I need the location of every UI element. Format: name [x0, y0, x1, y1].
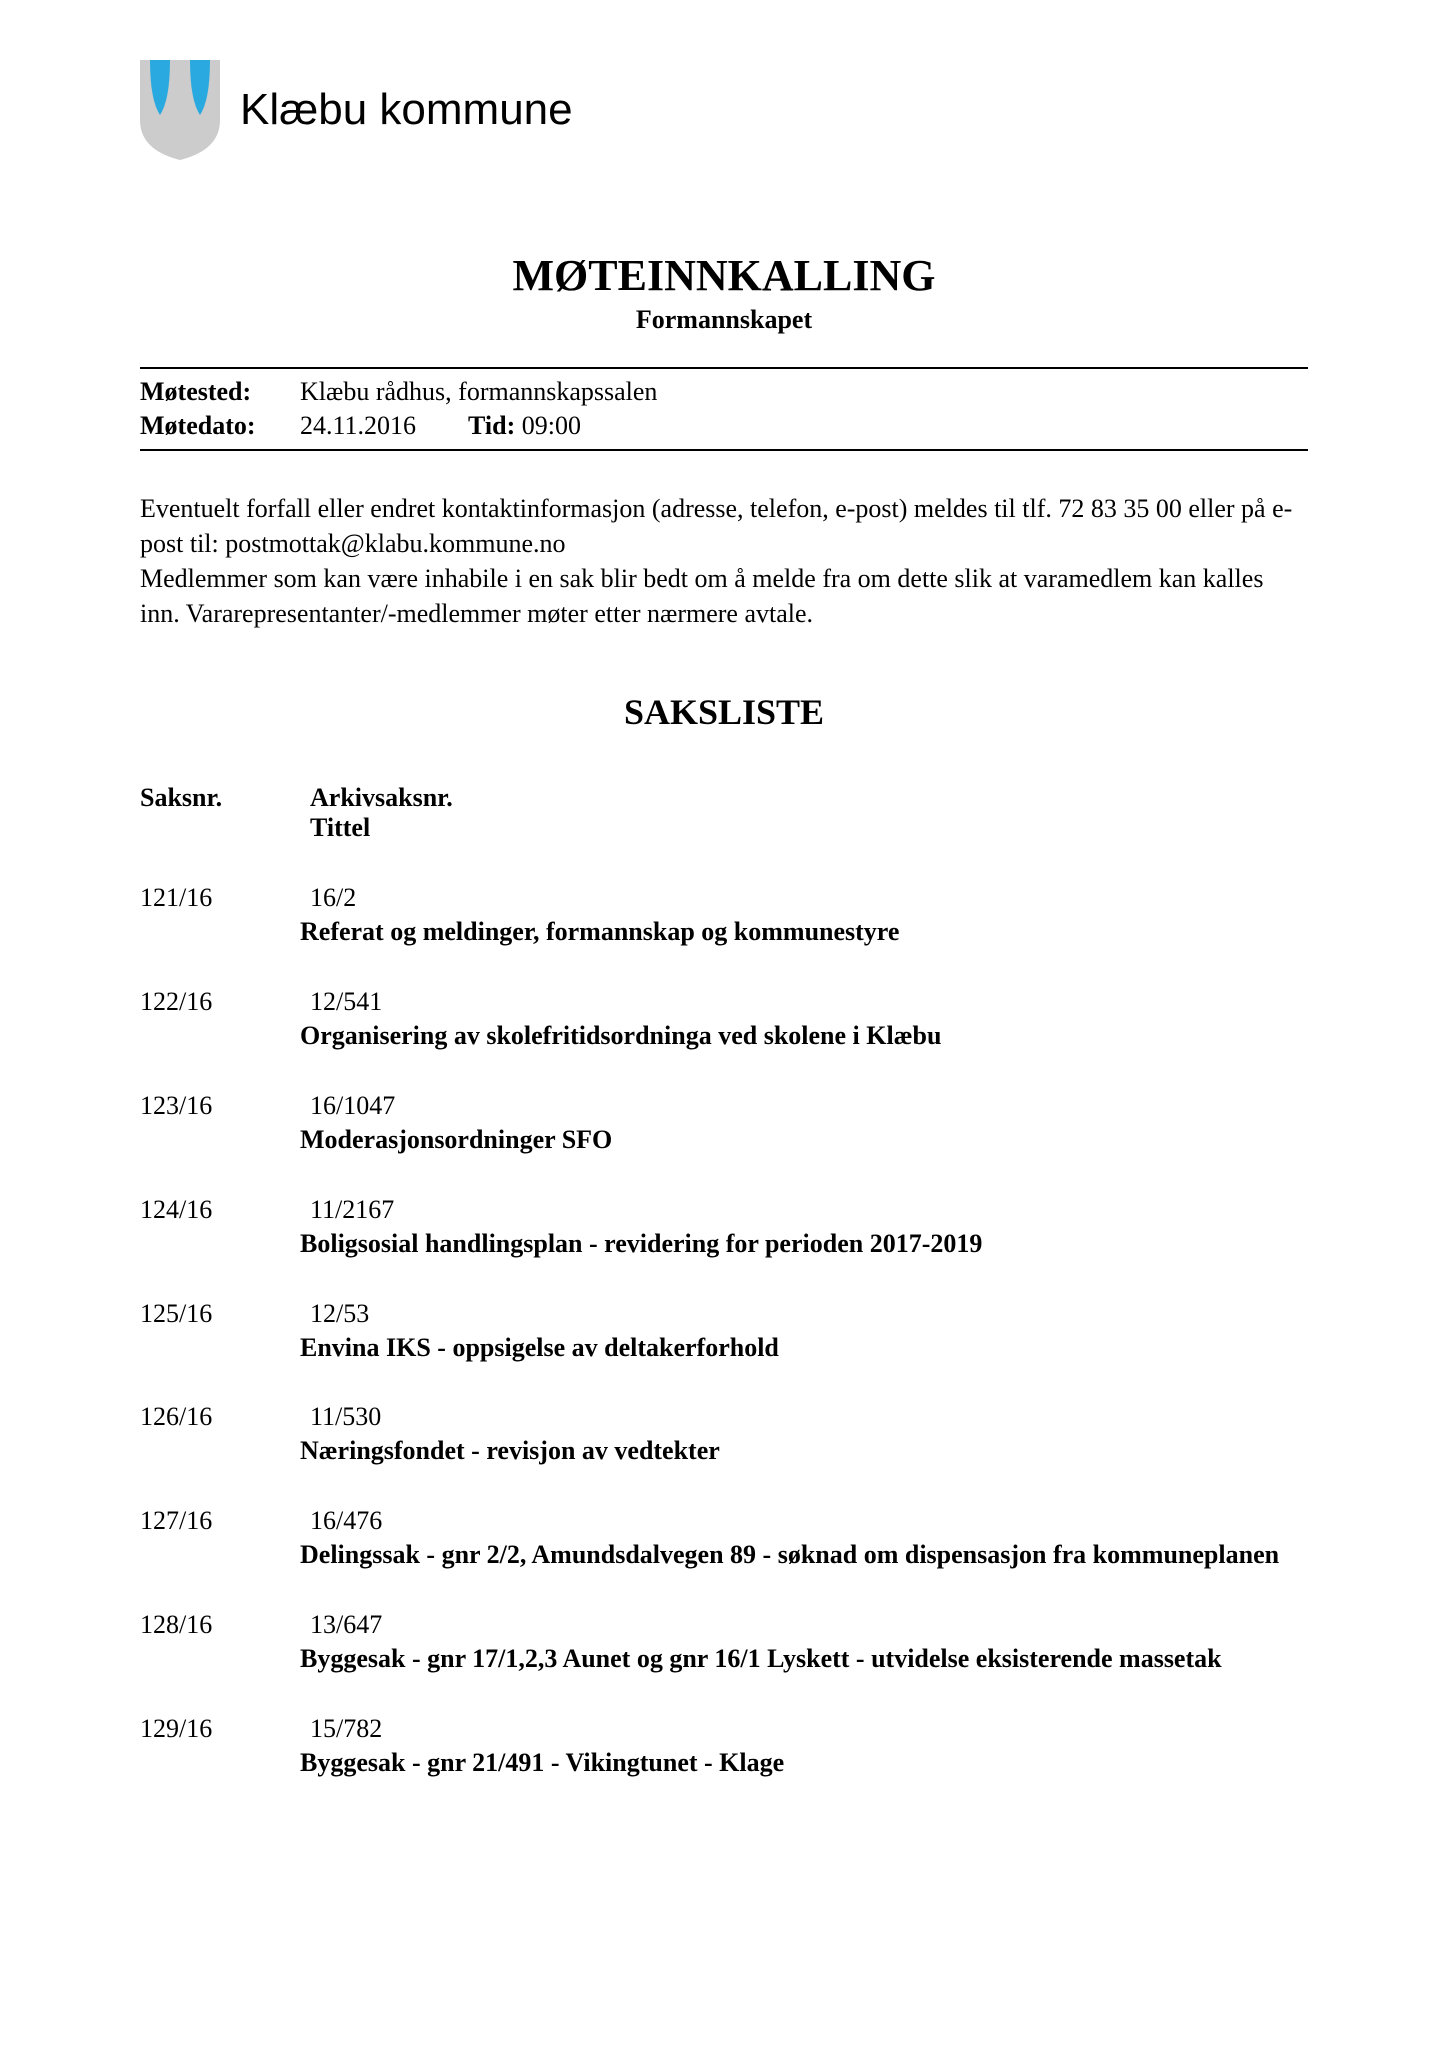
case-body: 12/541Organisering av skolefritidsordnin…: [300, 987, 1308, 1053]
case-item: 121/1616/2Referat og meldinger, formanns…: [140, 883, 1308, 949]
case-arkiv: 11/2167: [300, 1195, 1308, 1225]
case-arkiv: 12/541: [300, 987, 1308, 1017]
meeting-info-box: Møtested: Klæbu rådhus, formannskapssale…: [140, 367, 1308, 451]
case-arkiv: 11/530: [300, 1402, 1308, 1432]
case-item: 122/1612/541Organisering av skolefritids…: [140, 987, 1308, 1053]
case-arkiv: 13/647: [300, 1610, 1308, 1640]
case-saksnr: 129/16: [140, 1714, 300, 1780]
motested-label: Møtested:: [140, 375, 300, 409]
case-title: Referat og meldinger, formannskap og kom…: [300, 915, 1308, 949]
motested-value: Klæbu rådhus, formannskapssalen: [300, 375, 1308, 409]
organization-name: Klæbu kommune: [240, 85, 573, 135]
case-item: 125/1612/53Envina IKS - oppsigelse av de…: [140, 1299, 1308, 1365]
case-body: 12/53Envina IKS - oppsigelse av deltaker…: [300, 1299, 1308, 1365]
case-title: Byggesak - gnr 21/491 - Vikingtunet - Kl…: [300, 1746, 1308, 1780]
case-title: Næringsfondet - revisjon av vedtekter: [300, 1434, 1308, 1468]
case-item: 128/1613/647Byggesak - gnr 17/1,2,3 Aune…: [140, 1610, 1308, 1676]
section-title: SAKSLISTE: [140, 691, 1308, 733]
case-saksnr: 128/16: [140, 1610, 300, 1676]
case-list: 121/1616/2Referat og meldinger, formanns…: [140, 883, 1308, 1779]
case-saksnr: 125/16: [140, 1299, 300, 1365]
case-saksnr: 126/16: [140, 1402, 300, 1468]
case-body: 11/530Næringsfondet - revisjon av vedtek…: [300, 1402, 1308, 1468]
header-tittel: Tittel: [300, 813, 1308, 843]
case-saksnr: 124/16: [140, 1195, 300, 1261]
case-arkiv: 16/1047: [300, 1091, 1308, 1121]
case-title: Byggesak - gnr 17/1,2,3 Aunet og gnr 16/…: [300, 1642, 1308, 1676]
case-saksnr: 122/16: [140, 987, 300, 1053]
motedato-label: Møtedato:: [140, 409, 300, 443]
case-title: Organisering av skolefritidsordninga ved…: [300, 1019, 1308, 1053]
case-arkiv: 15/782: [300, 1714, 1308, 1744]
case-body: 11/2167Boligsosial handlingsplan - revid…: [300, 1195, 1308, 1261]
case-item: 129/1615/782Byggesak - gnr 21/491 - Viki…: [140, 1714, 1308, 1780]
case-body: 13/647Byggesak - gnr 17/1,2,3 Aunet og g…: [300, 1610, 1308, 1676]
header-saksnr: Saksnr.: [140, 783, 300, 843]
case-title: Delingssak - gnr 2/2, Amundsdalvegen 89 …: [300, 1538, 1308, 1572]
case-body: 16/2Referat og meldinger, formannskap og…: [300, 883, 1308, 949]
case-arkiv: 16/476: [300, 1506, 1308, 1536]
header-logo: Klæbu kommune: [140, 60, 1308, 160]
body-text: Eventuelt forfall eller endret kontaktin…: [140, 491, 1308, 631]
case-arkiv: 16/2: [300, 883, 1308, 913]
case-title: Moderasjonsordninger SFO: [300, 1123, 1308, 1157]
main-title: MØTEINNKALLING: [140, 250, 1308, 301]
case-item: 124/1611/2167Boligsosial handlingsplan -…: [140, 1195, 1308, 1261]
case-body: 16/1047Moderasjonsordninger SFO: [300, 1091, 1308, 1157]
header-arkiv: Arkivsaksnr.: [300, 783, 1308, 813]
case-body: 15/782Byggesak - gnr 21/491 - Vikingtune…: [300, 1714, 1308, 1780]
case-item: 123/1616/1047Moderasjonsordninger SFO: [140, 1091, 1308, 1157]
tid-value: 09:00: [522, 411, 581, 440]
motedato-date: 24.11.2016: [300, 411, 416, 440]
case-item: 126/1611/530Næringsfondet - revisjon av …: [140, 1402, 1308, 1468]
tid-label: Tid:: [468, 411, 515, 440]
municipal-shield-icon: [140, 60, 220, 160]
case-item: 127/1616/476Delingssak - gnr 2/2, Amunds…: [140, 1506, 1308, 1572]
case-title: Envina IKS - oppsigelse av deltakerforho…: [300, 1331, 1308, 1365]
case-title: Boligsosial handlingsplan - revidering f…: [300, 1227, 1308, 1261]
meeting-info-table: Møtested: Klæbu rådhus, formannskapssale…: [140, 375, 1308, 443]
case-arkiv: 12/53: [300, 1299, 1308, 1329]
subtitle: Formannskapet: [140, 305, 1308, 335]
motedato-value: 24.11.2016 Tid: 09:00: [300, 409, 1308, 443]
case-saksnr: 123/16: [140, 1091, 300, 1157]
case-saksnr: 121/16: [140, 883, 300, 949]
case-saksnr: 127/16: [140, 1506, 300, 1572]
case-body: 16/476Delingssak - gnr 2/2, Amundsdalveg…: [300, 1506, 1308, 1572]
case-list-header: Saksnr. Arkivsaksnr. Tittel: [140, 783, 1308, 843]
